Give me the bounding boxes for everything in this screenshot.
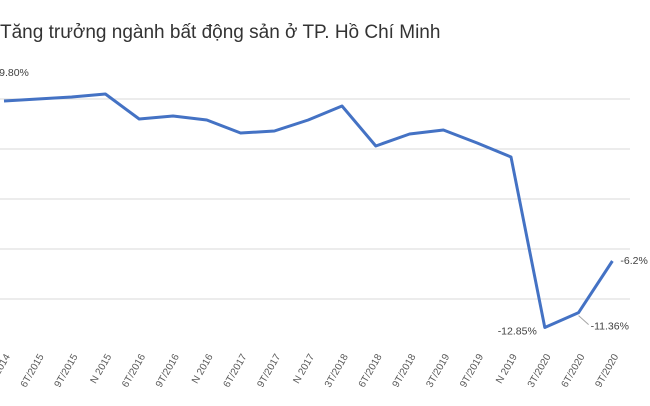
x-tick-label: N 2015 [89,352,115,386]
x-tick-label: 6T/2017 [222,352,250,390]
x-tick-label: N 2016 [190,352,216,386]
x-tick-label: 6T/2015 [19,352,47,390]
data-label: -11.36% [591,320,629,332]
data-label: -12.85% [498,325,537,337]
x-tick-label: 9T/2018 [391,352,419,390]
x-tick-label: N 2017 [291,352,317,386]
x-tick-label: 3T/2019 [424,352,452,390]
x-tick-label: 6T/2020 [560,352,588,390]
x-tick-label: 9T/2015 [53,352,81,390]
x-tick-label: 6T/2016 [120,352,148,390]
data-label: -6.2% [620,255,647,267]
series-line [3,92,614,329]
x-tick-label: 6T/2018 [357,352,385,390]
x-tick-label: 9T/2019 [458,352,486,390]
x-tick-label: N 2019 [494,352,520,386]
leader-line [578,315,589,325]
x-tick-label: N 2014 [0,352,13,386]
data-label: 9.80% [0,67,29,79]
x-tick-label: 3T/2020 [526,352,554,390]
x-tick-label: 9T/2017 [255,352,283,390]
x-tick-label: 9T/2020 [593,352,621,390]
chart-title: Tăng trưởng ngành bất động sản ở TP. Hồ … [0,22,440,43]
x-tick-label: 3T/2018 [323,352,351,390]
x-tick-label: 9T/2016 [154,352,182,390]
